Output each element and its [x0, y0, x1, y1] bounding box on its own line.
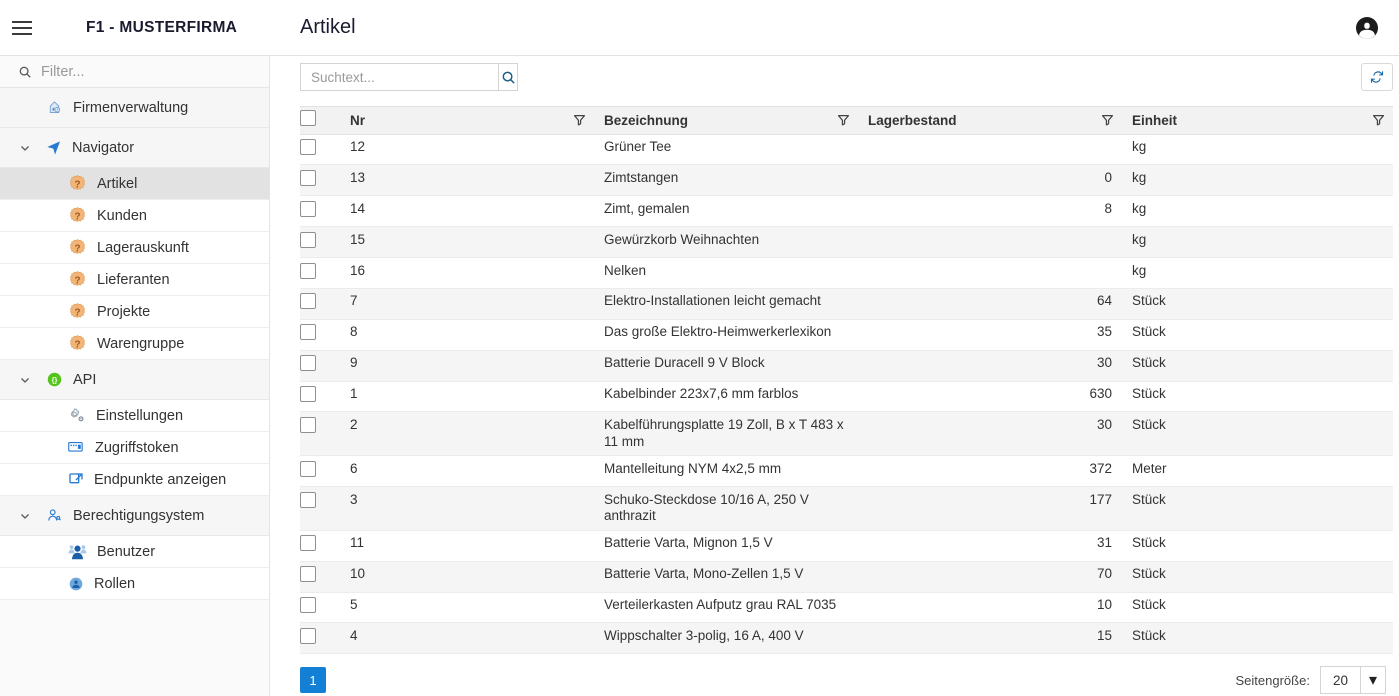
svg-text:?: ?: [74, 275, 80, 286]
svg-text:?: ?: [74, 307, 80, 318]
svg-text:?: ?: [74, 339, 80, 350]
svg-text:?: ?: [74, 243, 80, 254]
svg-text:?: ?: [74, 179, 80, 190]
svg-text:{}: {}: [52, 375, 58, 384]
svg-text:?: ?: [74, 211, 80, 222]
